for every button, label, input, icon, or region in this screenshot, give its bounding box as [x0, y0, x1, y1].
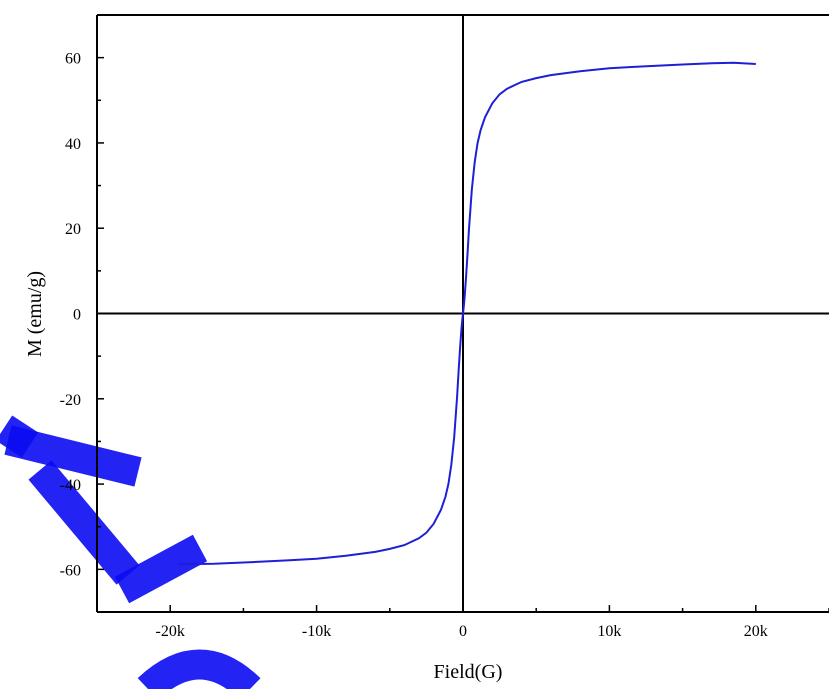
y-axis-title: M (emu/g) — [24, 271, 46, 357]
y-tick-label: 60 — [65, 51, 81, 68]
y-ticks: -60 -40 -20 0 20 40 60 — [60, 51, 104, 579]
watermark-shape-diagonal — [28, 460, 140, 585]
x-tick-label: 20k — [744, 623, 768, 640]
watermark-shape-arc — [137, 649, 261, 689]
y-tick-label: -60 — [60, 562, 81, 579]
x-tick-label: -20k — [156, 623, 185, 640]
x-tick-label: -10k — [302, 623, 331, 640]
y-tick-label: 20 — [65, 221, 81, 238]
y-tick-label: 0 — [73, 307, 81, 324]
x-axis-title: Field(G) — [434, 661, 503, 683]
y-tick-label: -20 — [60, 392, 81, 409]
y-tick-label: -40 — [60, 477, 81, 494]
y-tick-label: 40 — [65, 136, 81, 153]
watermark — [0, 415, 261, 689]
x-tick-label: 0 — [459, 623, 467, 640]
watermark-shape-top — [4, 425, 142, 487]
watermark-shape-diagonal-2 — [114, 534, 208, 604]
x-ticks: -20k -10k 0 10k 20k — [96, 605, 829, 640]
x-tick-label: 10k — [597, 623, 621, 640]
series-line — [177, 61, 756, 566]
